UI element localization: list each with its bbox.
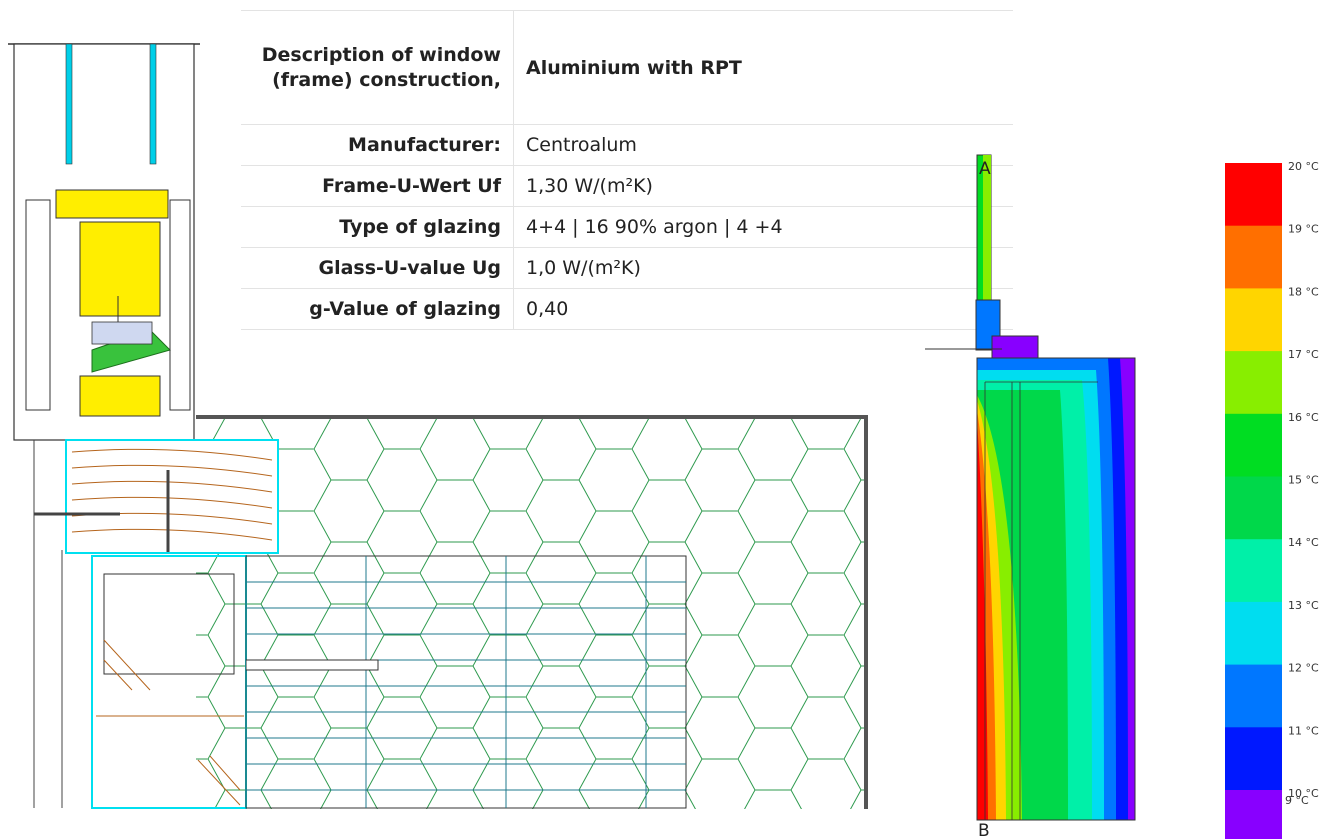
row-value: 1,0 W/(m²K) [513, 247, 1013, 289]
row-label: Glass-U-value Ug [241, 247, 514, 289]
table-row: Frame-U-Wert Uf 1,30 W/(m²K) [241, 165, 1013, 207]
legend-label: 19 °C [1288, 223, 1319, 236]
row-label: g-Value of glazing [241, 288, 514, 330]
construction-section-drawing [8, 43, 868, 809]
row-value: 0,40 [513, 288, 1013, 330]
legend-label: 9 °C [1285, 794, 1309, 807]
window-frame-profile [8, 43, 200, 441]
table-row: g-Value of glazing 0,40 [241, 288, 1013, 330]
legend-color-band [1225, 601, 1282, 666]
thermal-wall-section [976, 357, 1136, 821]
row-label: Frame-U-Wert Uf [241, 165, 514, 207]
point-a-label: A [979, 159, 991, 179]
legend-label: 13 °C [1288, 599, 1319, 612]
legend-label: 10 °C [1288, 787, 1319, 800]
glazing-strip [925, 154, 1039, 359]
row-value: Centroalum [513, 124, 1013, 166]
legend-color-band [1225, 351, 1282, 415]
legend-color-band [1225, 288, 1282, 352]
wooden-beam [34, 439, 279, 554]
lower-structure [33, 440, 687, 809]
table-row: Description of window (frame) constructi… [241, 10, 1013, 125]
legend-label: 14 °C [1288, 536, 1319, 549]
row-value: 1,30 W/(m²K) [513, 165, 1013, 207]
row-label: Description of window (frame) constructi… [241, 10, 514, 125]
row-label: Type of glazing [241, 206, 514, 248]
table-row: Type of glazing 4+4 | 16 90% argon | 4 +… [241, 206, 1013, 248]
legend-color-band [1225, 476, 1282, 540]
legend-color-band [1225, 664, 1282, 728]
legend-label: 16 °C [1288, 411, 1319, 424]
legend-color-band [1225, 539, 1282, 603]
insulation-block [196, 417, 866, 809]
row-label: Manufacturer: [241, 124, 514, 166]
window-properties-table: Description of window (frame) constructi… [241, 10, 1013, 330]
legend-color-band [1225, 413, 1282, 477]
legend-color-band [1225, 163, 1282, 227]
legend-label: 15 °C [1288, 474, 1319, 487]
table-row: Manufacturer: Centroalum [241, 124, 1013, 166]
point-b-label: B [978, 821, 990, 839]
table-row: Glass-U-value Ug 1,0 W/(m²K) [241, 247, 1013, 289]
legend-label: 20 °C [1288, 160, 1319, 173]
row-value: 4+4 | 16 90% argon | 4 +4 [513, 206, 1013, 248]
legend-label: 11 °C [1288, 724, 1319, 737]
legend-label: 18 °C [1288, 285, 1319, 298]
legend-label: 12 °C [1288, 662, 1319, 675]
legend-color-band [1225, 225, 1282, 289]
legend-label: 17 °C [1288, 348, 1319, 361]
insulation-outline [196, 415, 868, 809]
legend-color-band [1225, 727, 1282, 791]
row-value: Aluminium with RPT [513, 10, 1013, 125]
legend-color-band [1225, 790, 1282, 839]
